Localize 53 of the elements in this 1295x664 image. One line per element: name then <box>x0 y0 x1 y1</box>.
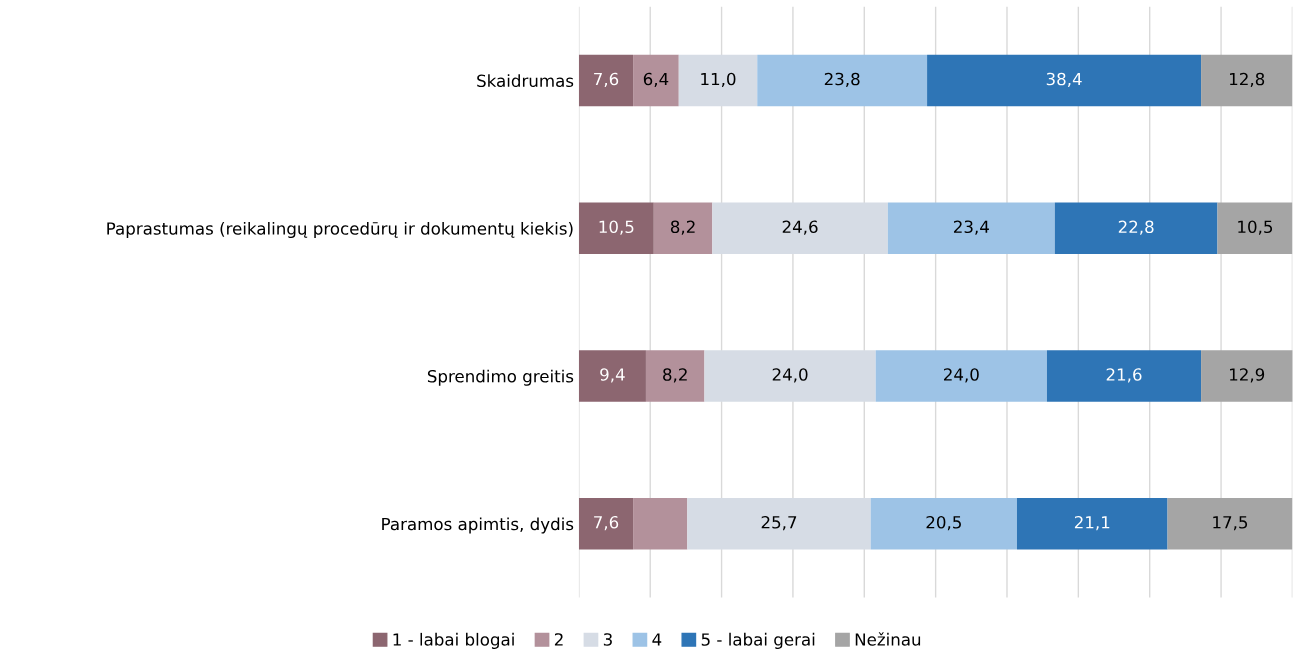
bar <box>633 497 688 550</box>
data-label: 20,5 <box>926 515 961 531</box>
data-label: 21,1 <box>1074 515 1110 531</box>
data-label: 21,6 <box>1106 368 1142 383</box>
data-label: 8,2 <box>663 368 687 383</box>
data-label: 8,2 <box>670 220 695 235</box>
data-label: 7,6 <box>594 515 619 531</box>
y-tick-label: Paprastumas (reikalingų procedūrų ir dokumentų kiekis) <box>107 221 573 239</box>
bar <box>1201 54 1293 107</box>
legend-label: 3 <box>603 633 612 646</box>
data-label: 24,6 <box>782 220 818 235</box>
bar <box>870 497 1017 550</box>
bar <box>1016 497 1168 550</box>
bar <box>875 350 1047 402</box>
data-label: 7,6 <box>594 72 619 88</box>
bar <box>1201 350 1293 402</box>
legend-label: 5 - labai gerai <box>701 632 815 649</box>
data-label: 9,4 <box>600 368 625 383</box>
bar <box>578 54 634 107</box>
legend-label: 2 <box>554 633 563 646</box>
legend-label: 1 - labai blogai <box>393 632 514 649</box>
bar <box>757 54 928 107</box>
bar <box>1054 202 1218 255</box>
data-label: 12,9 <box>1230 368 1265 383</box>
legend-label: 4 <box>652 633 662 646</box>
bar <box>578 350 646 402</box>
data-label: 6,4 <box>643 72 669 88</box>
data-label: 12,8 <box>1230 72 1265 88</box>
y-tick-label: Paramos apimtis, dydis <box>382 517 574 534</box>
bar <box>887 202 1055 255</box>
bar <box>927 54 1202 107</box>
data-label: 25,7 <box>761 515 797 531</box>
bar <box>1046 350 1202 402</box>
bar <box>578 497 634 550</box>
data-label: 10,5 <box>599 220 634 235</box>
y-tick-label: Skaidrumas <box>477 74 574 88</box>
bar <box>1217 202 1293 255</box>
data-label: 24,0 <box>772 368 808 383</box>
bar <box>633 54 679 107</box>
data-label: 38,4 <box>1046 72 1082 88</box>
data-label: 10,5 <box>1238 220 1273 235</box>
bar <box>1167 497 1293 550</box>
data-label: 11,0 <box>701 72 736 88</box>
bar <box>653 202 713 255</box>
data-label: 22,8 <box>1118 220 1154 235</box>
data-label: 17,5 <box>1213 516 1248 531</box>
data-label: 24,0 <box>943 368 979 383</box>
data-label: 23,8 <box>824 72 860 88</box>
y-tick-label: Sprendimo greitis <box>427 369 574 386</box>
bar <box>645 350 705 402</box>
bar <box>578 202 654 255</box>
data-label: 23,4 <box>953 220 989 235</box>
legend-label: Nežinau <box>855 632 921 646</box>
